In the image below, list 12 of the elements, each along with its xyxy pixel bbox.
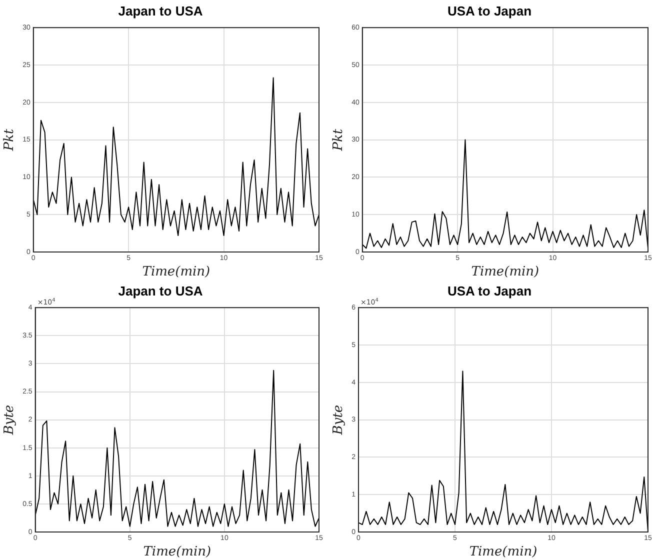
y-axis-title: Pkt [331,128,346,152]
chart-title: USA to Japan [447,283,532,298]
chart-title: Japan to USA [118,3,204,18]
x-axis-title: Time(min) [471,264,540,280]
y-axis-title: Byte [2,404,18,436]
x-axis-title: Time(min) [469,544,538,560]
y-axis-title: Byte [331,404,346,436]
x-axis-title: Time(min) [142,264,210,280]
chart-title: Japan to USA [118,283,204,298]
y-axis-title: Pkt [2,128,18,152]
x-axis-title: Time(min) [143,544,212,560]
chart-title: USA to Japan [447,3,532,18]
